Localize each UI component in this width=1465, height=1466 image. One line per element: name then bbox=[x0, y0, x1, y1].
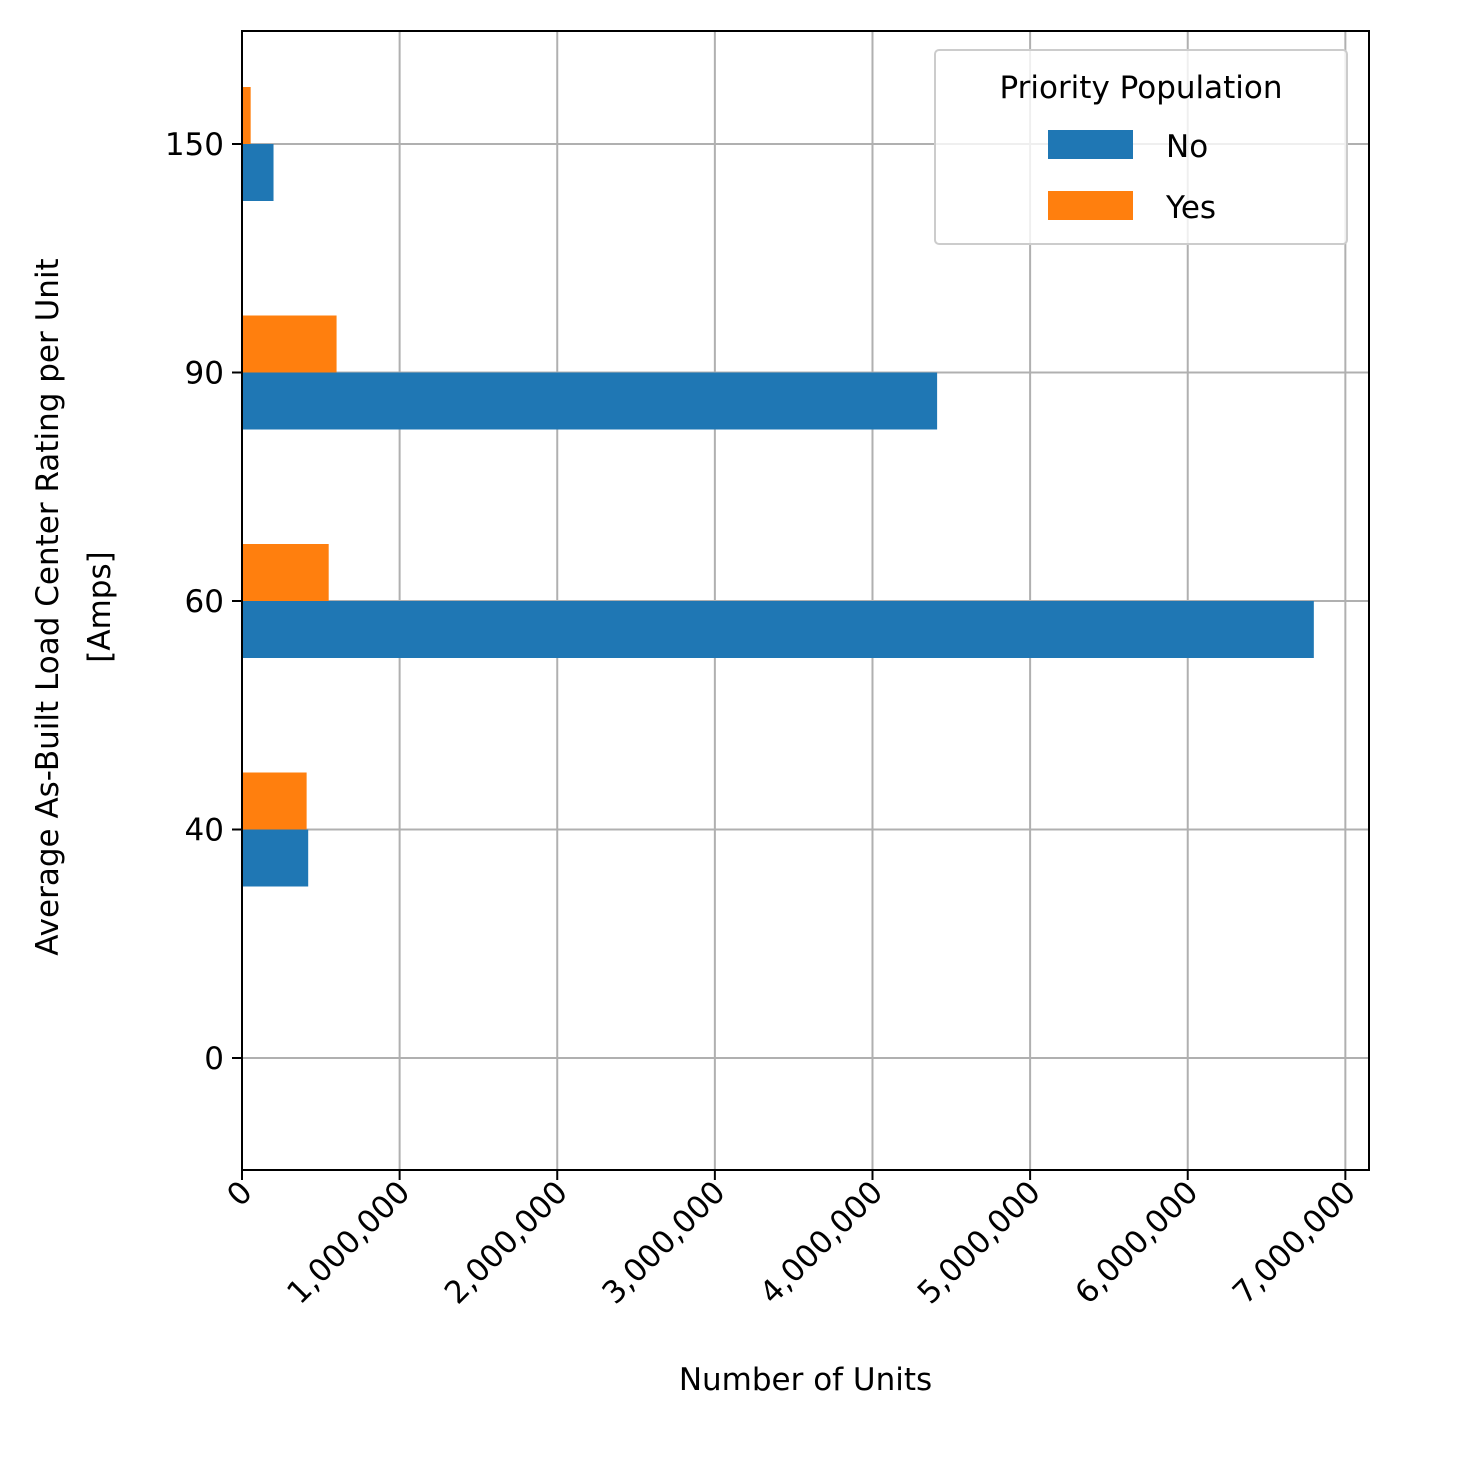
bar-no-150 bbox=[242, 144, 274, 201]
legend-swatch-no bbox=[1048, 130, 1133, 159]
y-axis-label-line-2: [Amps] bbox=[82, 551, 118, 662]
x-tick-label: 7,000,000 bbox=[1226, 1174, 1363, 1311]
legend-box bbox=[934, 49, 1348, 245]
x-tick-label: 3,000,000 bbox=[595, 1174, 732, 1311]
x-tick-label: 0 bbox=[220, 1174, 259, 1213]
bar-yes-40 bbox=[242, 772, 307, 830]
legend-label-yes: Yes bbox=[1165, 190, 1216, 226]
bar-yes-150 bbox=[242, 87, 251, 144]
x-tick-label: 2,000,000 bbox=[438, 1174, 575, 1311]
legend: Priority Population No Yes bbox=[934, 49, 1348, 245]
x-tick-label: 1,000,000 bbox=[280, 1174, 417, 1311]
legend-title: Priority Population bbox=[999, 70, 1282, 106]
y-axis-ticks: 0 40 60 90 150 bbox=[165, 127, 242, 1077]
x-tick-label: 6,000,000 bbox=[1068, 1174, 1205, 1311]
y-tick-label: 150 bbox=[165, 127, 224, 163]
bar-yes-90 bbox=[242, 315, 337, 373]
legend-swatch-yes bbox=[1048, 191, 1133, 220]
y-tick-label: 90 bbox=[185, 356, 224, 392]
x-tick-label: 4,000,000 bbox=[753, 1174, 890, 1311]
y-tick-label: 40 bbox=[185, 813, 224, 849]
y-tick-label: 60 bbox=[185, 584, 224, 620]
y-axis-label-line-1: Average As-Built Load Center Rating per … bbox=[30, 258, 66, 955]
bar-no-90 bbox=[242, 372, 938, 430]
bar-yes-60 bbox=[242, 544, 329, 601]
x-axis-ticks: 0 1,000,000 2,000,000 3,000,000 4,000,000 5,0… bbox=[220, 1170, 1363, 1311]
x-tick-label: 5,000,000 bbox=[911, 1174, 1048, 1311]
bar-no-60 bbox=[242, 601, 1314, 658]
bar-no-40 bbox=[242, 829, 309, 887]
y-axis-label: Average As-Built Load Center Rating per … bbox=[30, 258, 118, 955]
y-tick-label: 0 bbox=[204, 1041, 224, 1077]
legend-label-no: No bbox=[1166, 129, 1208, 165]
x-axis-label: Number of Units bbox=[679, 1362, 932, 1398]
bars bbox=[242, 87, 1314, 887]
